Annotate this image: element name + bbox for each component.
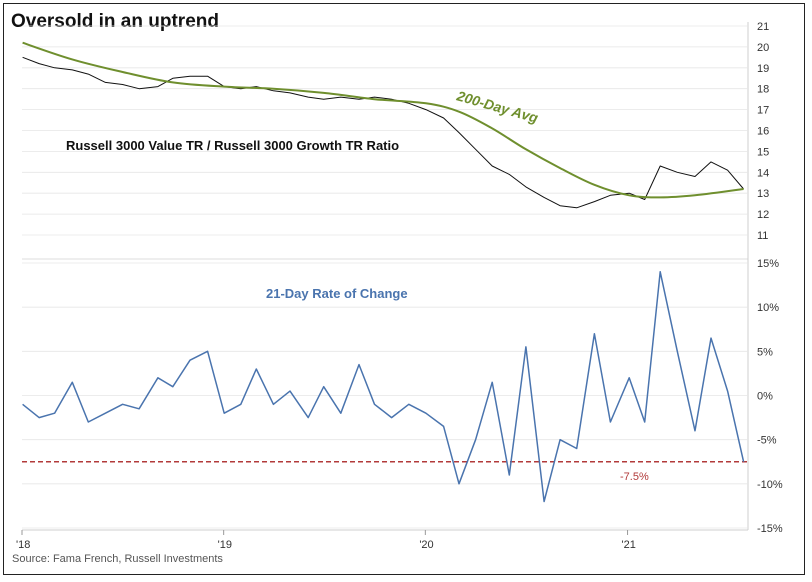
source-note: Source: Fama French, Russell Investments xyxy=(12,553,223,565)
x-tick-label: '19 xyxy=(218,539,232,551)
x-tick-label: '20 xyxy=(419,539,433,551)
bottom-y-tick-label: -5% xyxy=(757,435,777,447)
chart-frame xyxy=(3,3,805,575)
bottom-y-tick-label: -15% xyxy=(757,523,783,535)
ratio-series-line xyxy=(22,56,744,209)
threshold-label: -7.5% xyxy=(620,471,649,483)
bottom-y-tick-label: 5% xyxy=(757,346,773,358)
top-y-tick-label: 21 xyxy=(757,21,769,33)
x-tick-label: '18 xyxy=(16,539,30,551)
top-y-tick-label: 14 xyxy=(757,167,769,179)
x-tick-label: '21 xyxy=(622,539,636,551)
top-y-tick-label: 13 xyxy=(757,188,769,200)
top-y-tick-label: 17 xyxy=(757,105,769,117)
series-layer xyxy=(22,41,748,503)
grid-top xyxy=(22,25,748,236)
ma-annotation: 200-Day Avg xyxy=(454,87,540,126)
chart-title: Oversold in an uptrend xyxy=(11,11,219,32)
bottom-y-tick-label: 0% xyxy=(757,391,773,403)
bottom-y-tick-label: 15% xyxy=(757,258,779,270)
bottom-panel-label: 21-Day Rate of Change xyxy=(266,286,408,301)
top-y-tick-label: 15 xyxy=(757,146,769,158)
ticks-layer: 21 20 19 18 17 16 15 14 13 12 11 15% 10% 5% 0% -5% -10% -… xyxy=(16,21,783,551)
top-y-tick-label: 20 xyxy=(757,42,769,54)
grid-bottom xyxy=(22,262,748,529)
ma200-series-line xyxy=(22,41,744,199)
top-y-tick-label: 19 xyxy=(757,63,769,75)
top-panel-label: Russell 3000 Value TR / Russell 3000 Gro… xyxy=(66,138,399,153)
top-y-tick-label: 16 xyxy=(757,126,769,138)
roc-series-line xyxy=(22,271,745,503)
top-y-tick-label: 12 xyxy=(757,209,769,221)
top-y-tick-label: 11 xyxy=(757,230,768,242)
bottom-y-tick-label: 10% xyxy=(757,302,779,314)
top-y-tick-label: 18 xyxy=(757,84,769,96)
bottom-y-tick-label: -10% xyxy=(757,479,783,491)
